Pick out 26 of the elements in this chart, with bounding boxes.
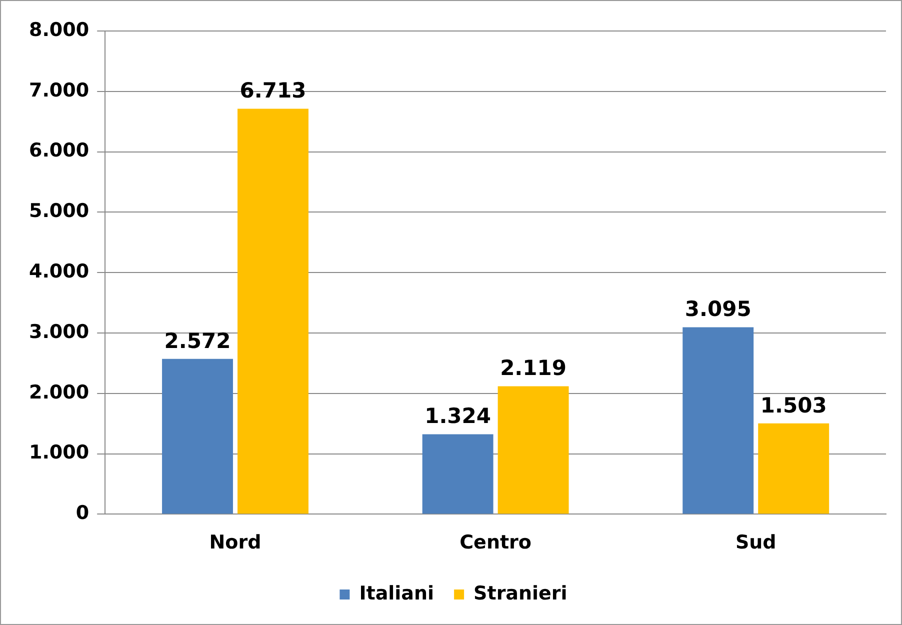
- y-tick-label: 7.000: [28, 79, 90, 102]
- bar: [422, 434, 494, 514]
- y-tick-label: 4.000: [28, 260, 90, 283]
- data-label: 1.503: [760, 393, 827, 418]
- y-tick-label: 0: [76, 502, 90, 524]
- bar: [238, 108, 308, 514]
- x-tick-label: Nord: [209, 532, 262, 554]
- y-tick-label: 5.000: [28, 200, 90, 222]
- data-label: 3.095: [684, 297, 752, 322]
- bar: [682, 327, 754, 514]
- bar: [498, 386, 569, 514]
- y-tick-label: 2.000: [28, 381, 90, 404]
- y-tick-label: 1.000: [28, 442, 90, 464]
- bar: [162, 358, 233, 514]
- legend-label: Stranieri: [474, 582, 568, 604]
- y-tick-label: 8.000: [28, 18, 90, 41]
- data-label: 2.572: [164, 328, 231, 353]
- y-tick-label: 3.000: [28, 320, 90, 343]
- x-tick-label: Centro: [460, 532, 532, 554]
- y-tick-label: 6.000: [28, 140, 90, 162]
- bar: [758, 423, 830, 514]
- legend-label: Italiani: [359, 582, 434, 604]
- data-label: 2.119: [500, 356, 567, 380]
- x-tick-label: Sud: [735, 532, 776, 554]
- data-label: 6.713: [240, 78, 306, 103]
- data-label: 1.324: [424, 404, 492, 428]
